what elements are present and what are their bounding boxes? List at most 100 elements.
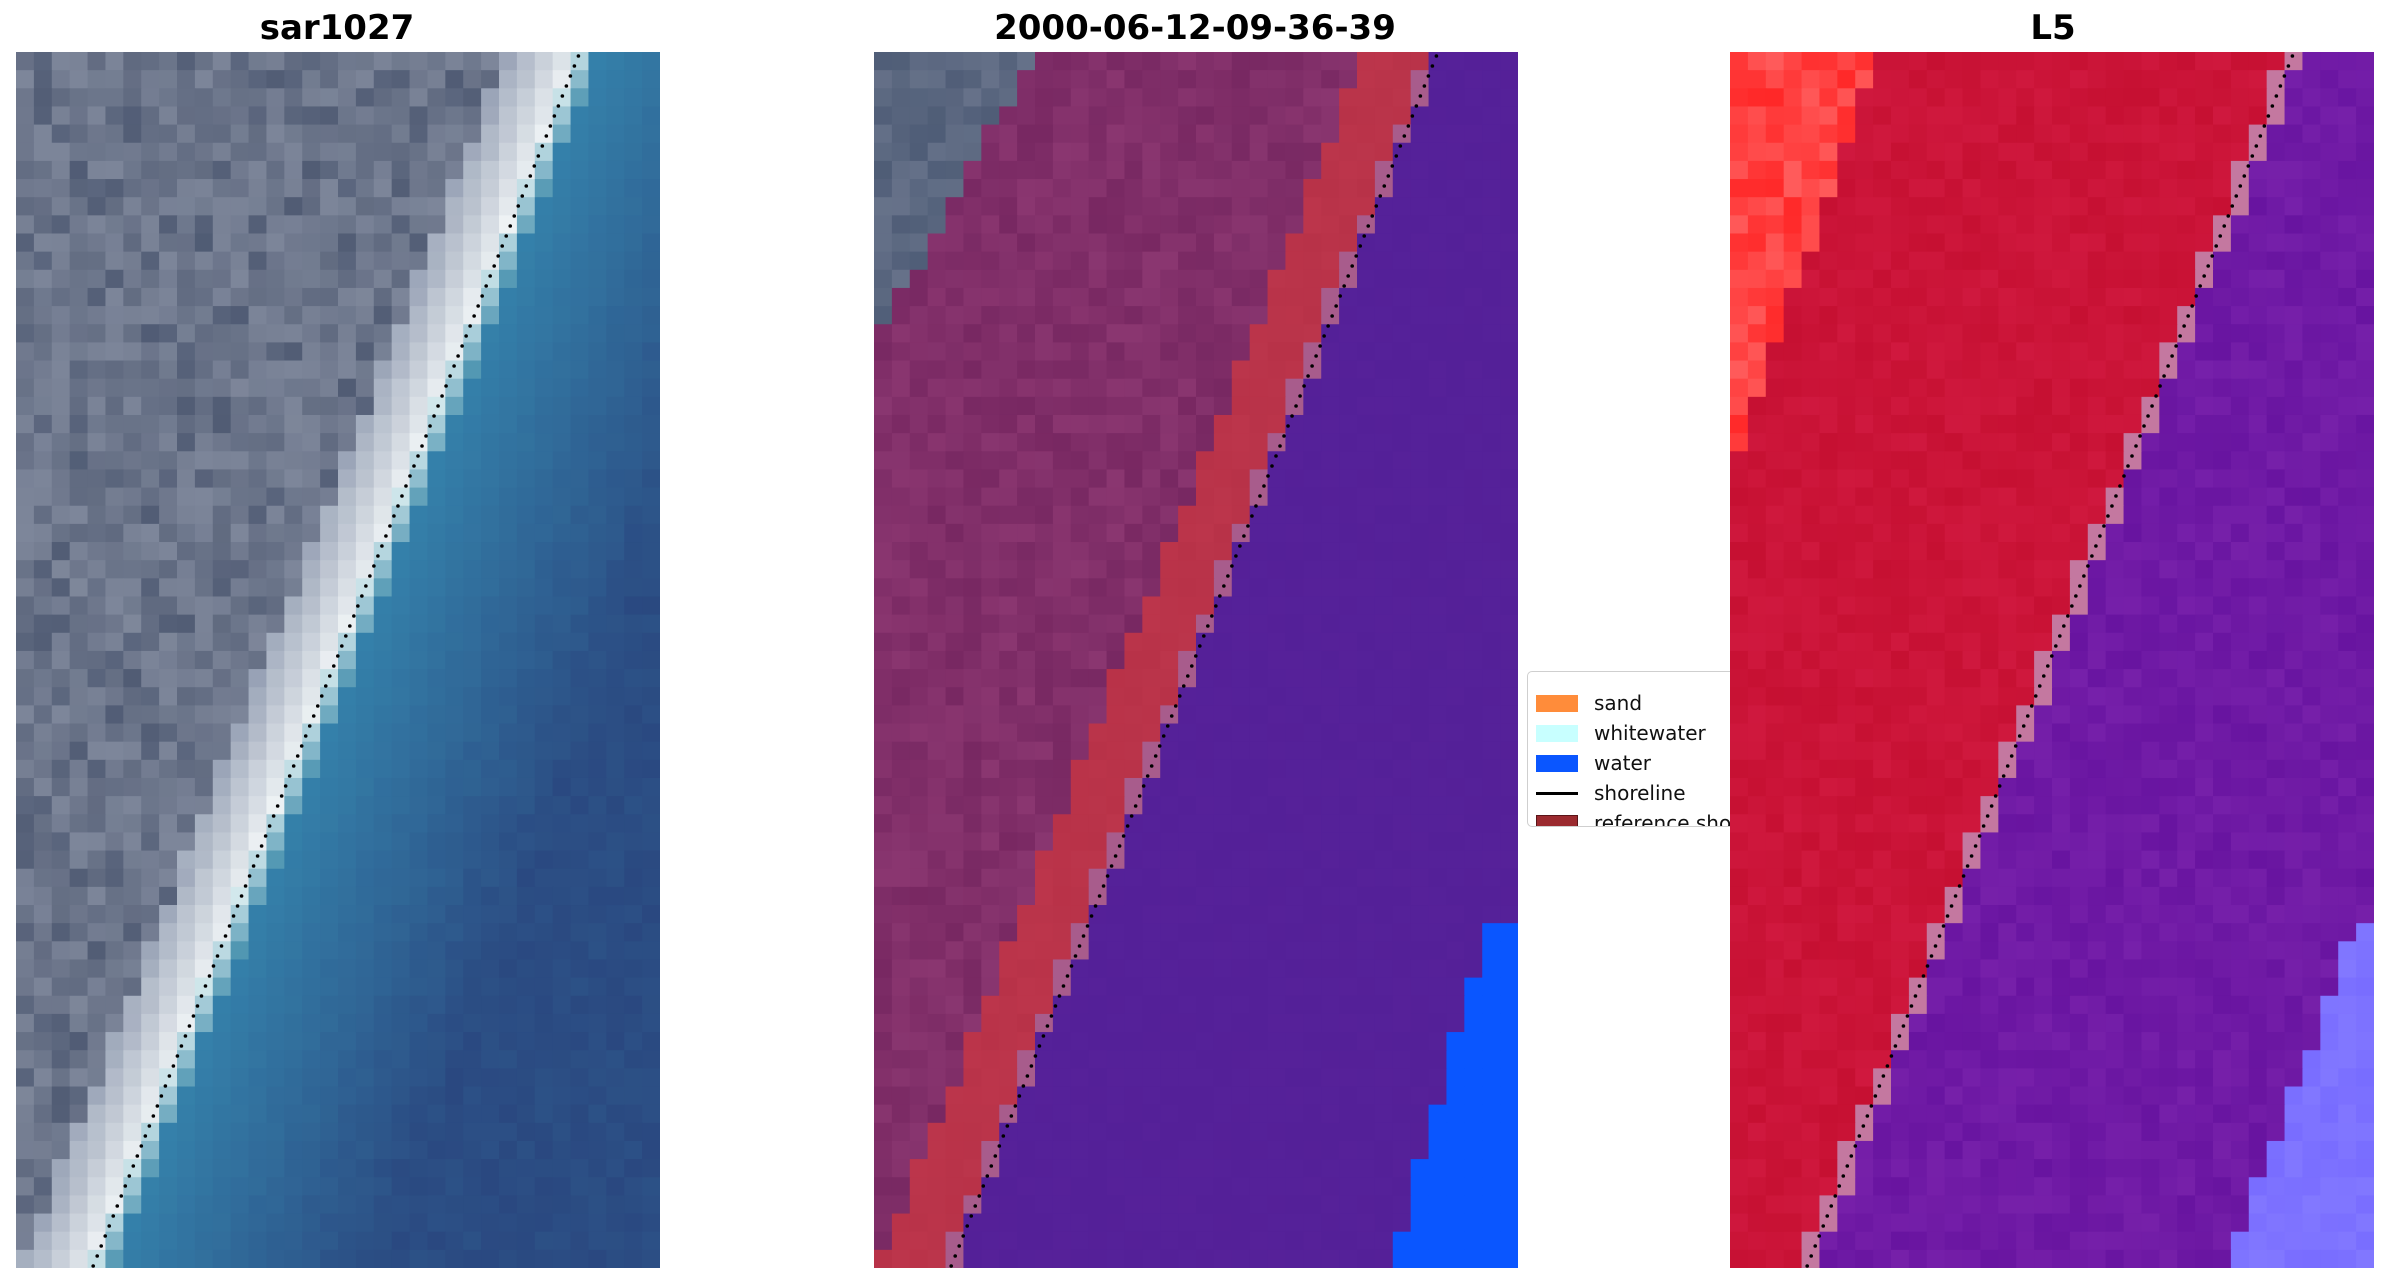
image-pixel xyxy=(1017,1231,1036,1251)
image-pixel xyxy=(1142,741,1161,761)
image-pixel xyxy=(1106,868,1126,888)
image-pixel xyxy=(1428,759,1448,779)
image-pixel xyxy=(1321,505,1340,525)
shoreline-dot xyxy=(231,914,236,918)
image-pixel xyxy=(87,1086,107,1106)
image-pixel xyxy=(1052,850,1072,870)
image-pixel xyxy=(909,124,929,144)
image-pixel xyxy=(105,287,124,307)
image-pixel xyxy=(159,324,178,343)
image-pixel xyxy=(588,959,607,979)
image-pixel xyxy=(1231,832,1251,852)
image-pixel xyxy=(981,160,1000,180)
image-pixel xyxy=(552,52,572,71)
image-pixel xyxy=(1070,505,1090,525)
image-pixel xyxy=(981,723,1000,743)
image-pixel xyxy=(212,505,232,525)
image-pixel xyxy=(999,560,1018,579)
image-pixel xyxy=(1213,868,1233,888)
image-pixel xyxy=(248,1249,268,1268)
image-pixel xyxy=(516,360,536,380)
image-pixel xyxy=(177,1249,196,1268)
image-pixel xyxy=(499,1104,518,1124)
image-pixel xyxy=(1249,160,1269,180)
image-pixel xyxy=(1070,124,1090,144)
image-pixel xyxy=(606,106,625,126)
image-pixel xyxy=(981,1140,1000,1160)
image-pixel xyxy=(373,1032,393,1051)
image-pixel xyxy=(1339,142,1358,162)
image-pixel xyxy=(445,1140,464,1160)
image-pixel xyxy=(105,324,124,343)
image-pixel xyxy=(927,70,947,89)
image-pixel xyxy=(141,1213,160,1233)
image-pixel xyxy=(874,578,893,598)
image-pixel xyxy=(1249,777,1269,797)
image-pixel xyxy=(909,796,929,815)
image-pixel xyxy=(874,360,893,380)
image-pixel xyxy=(69,1104,89,1124)
image-pixel xyxy=(874,523,893,543)
image-pixel xyxy=(284,1122,303,1142)
image-pixel xyxy=(1035,233,1054,253)
image-pixel xyxy=(891,850,911,870)
image-pixel xyxy=(945,941,965,961)
image-pixel xyxy=(338,142,357,162)
image-pixel xyxy=(1285,1249,1304,1268)
image-pixel xyxy=(159,52,178,71)
image-pixel xyxy=(1231,705,1251,725)
image-pixel xyxy=(51,251,71,271)
image-pixel xyxy=(427,941,446,961)
image-pixel xyxy=(1213,542,1233,561)
image-pixel xyxy=(1410,650,1430,670)
image-pixel xyxy=(1088,741,1108,761)
image-pixel xyxy=(891,1249,911,1268)
image-pixel xyxy=(409,1213,429,1233)
image-pixel xyxy=(212,1249,232,1268)
image-pixel xyxy=(33,850,53,870)
shoreline-dot xyxy=(131,1164,136,1168)
image-pixel xyxy=(1160,542,1179,561)
image-pixel xyxy=(570,632,590,652)
image-pixel xyxy=(463,324,482,343)
image-pixel xyxy=(177,1177,196,1196)
image-pixel xyxy=(1374,614,1394,634)
image-pixel xyxy=(1142,905,1161,924)
image-pixel xyxy=(427,505,446,525)
image-pixel xyxy=(302,160,321,180)
image-pixel xyxy=(1088,197,1108,216)
image-pixel xyxy=(1321,487,1340,507)
image-pixel xyxy=(624,632,643,652)
image-pixel xyxy=(1231,905,1251,924)
image-pixel xyxy=(981,1086,1000,1106)
image-pixel xyxy=(194,160,214,180)
image-pixel xyxy=(391,233,411,253)
image-pixel xyxy=(624,542,643,561)
image-pixel xyxy=(1303,88,1322,108)
image-pixel xyxy=(874,1086,893,1106)
image-pixel xyxy=(355,324,375,343)
image-pixel xyxy=(69,542,89,561)
image-pixel xyxy=(1196,850,1215,870)
image-pixel xyxy=(963,215,982,235)
image-pixel xyxy=(624,106,643,126)
shoreline-dot xyxy=(1274,454,1278,458)
image-pixel xyxy=(230,1050,250,1069)
image-pixel xyxy=(909,814,929,834)
image-pixel xyxy=(1339,378,1358,398)
image-pixel xyxy=(194,560,214,579)
image-pixel xyxy=(1231,1050,1251,1069)
image-pixel xyxy=(1017,306,1036,325)
image-pixel xyxy=(1231,886,1251,906)
image-pixel xyxy=(909,378,929,398)
image-pixel xyxy=(320,1249,339,1268)
image-pixel xyxy=(1106,650,1126,670)
image-pixel xyxy=(87,560,107,579)
image-pixel xyxy=(588,814,607,834)
image-pixel xyxy=(1196,723,1215,743)
image-pixel xyxy=(1321,1249,1340,1268)
image-pixel xyxy=(266,160,285,180)
image-pixel xyxy=(1482,52,1501,71)
shoreline-dot xyxy=(500,244,505,248)
image-pixel xyxy=(177,687,196,706)
